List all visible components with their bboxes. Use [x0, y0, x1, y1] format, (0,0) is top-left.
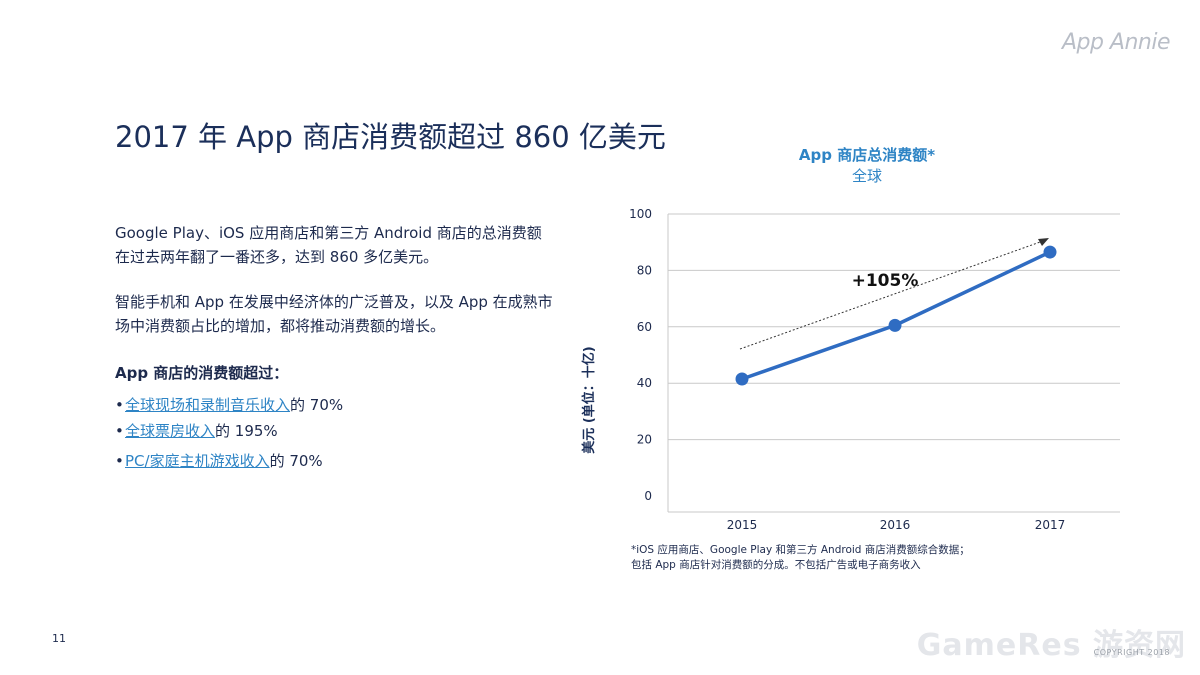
x-tick-label: 2017 — [1035, 518, 1066, 532]
arrow-line — [739, 240, 1044, 350]
x-axis-ticks: 2015 2016 2017 — [727, 518, 1066, 532]
watermark: GameRes 游资网 — [916, 628, 1186, 663]
bullet-icon: • — [115, 396, 124, 414]
footnote-line: 包括 App 商店针对消费额的分成。不包括广告或电子商务收入 — [631, 559, 921, 571]
chart-subtitle: 全球 — [851, 167, 882, 185]
list-item: •全球现场和录制音乐收入的 70% — [115, 392, 343, 418]
arrowhead-icon — [1038, 238, 1049, 246]
app-annie-logo: App Annie — [1061, 30, 1171, 55]
chart-title-block: App 商店总消费额* 全球 — [767, 145, 967, 187]
copyright: COPYRIGHT 2018 — [1093, 648, 1170, 657]
footnote: *iOS 应用商店、Google Play 和第三方 Android 商店消费额… — [631, 543, 970, 573]
bullet-icon: • — [115, 422, 124, 440]
page-number: 11 — [52, 632, 66, 645]
paragraph-spend: Google Play、iOS 应用商店和第三方 Android 商店的总消费额… — [115, 224, 542, 266]
x-tick-label: 2015 — [727, 518, 758, 532]
series — [735, 245, 1057, 386]
y-tick-label: 60 — [637, 320, 652, 334]
y-axis-label: 美元 (单位：十亿) — [581, 346, 597, 453]
page-title: 2017 年 App 商店消费额超过 860 亿美元 — [115, 120, 666, 154]
footnote-line: *iOS 应用商店、Google Play 和第三方 Android 商店消费额… — [631, 544, 970, 556]
chart-title: App 商店总消费额* — [798, 146, 936, 164]
list-item-suffix: 的 70% — [269, 452, 323, 470]
data-point — [735, 372, 749, 386]
chart-grid — [667, 213, 1120, 513]
list-item: •全球票房收入的 195% — [115, 418, 343, 444]
data-point — [1043, 245, 1057, 259]
pc-console-games-link[interactable]: PC/家庭主机游戏收入 — [125, 452, 270, 470]
music-revenue-link[interactable]: 全球现场和录制音乐收入 — [125, 396, 291, 414]
list-item-suffix: 的 70% — [290, 396, 344, 414]
bullet-icon: • — [115, 452, 124, 470]
list-title: App 商店的消费额超过： — [115, 364, 289, 382]
data-point — [888, 318, 902, 332]
spend-line-chart: 0 20 40 60 80 100 2015 2016 2017 美元 (单位：十亿) +10… — [581, 207, 1120, 532]
list-item-suffix: 的 195% — [215, 422, 278, 440]
growth-arrow — [739, 238, 1049, 350]
y-tick-label: 20 — [637, 433, 652, 447]
y-axis-ticks: 0 20 40 60 80 100 — [629, 207, 652, 503]
y-tick-label: 40 — [637, 376, 652, 390]
y-tick-label: 80 — [637, 263, 652, 277]
y-tick-label: 100 — [629, 207, 652, 221]
box-office-link[interactable]: 全球票房收入 — [125, 422, 216, 440]
list-item: •PC/家庭主机游戏收入的 70% — [115, 448, 343, 474]
growth-annotation: +105% — [852, 271, 919, 291]
x-tick-label: 2016 — [880, 518, 911, 532]
comparison-list: •全球现场和录制音乐收入的 70% •全球票房收入的 195% •PC/家庭主机… — [115, 392, 343, 474]
paragraph-growth: 智能手机和 App 在发展中经济体的广泛普及，以及 App 在成熟市场中消费额占… — [115, 293, 553, 335]
y-tick-label: 0 — [644, 489, 652, 503]
